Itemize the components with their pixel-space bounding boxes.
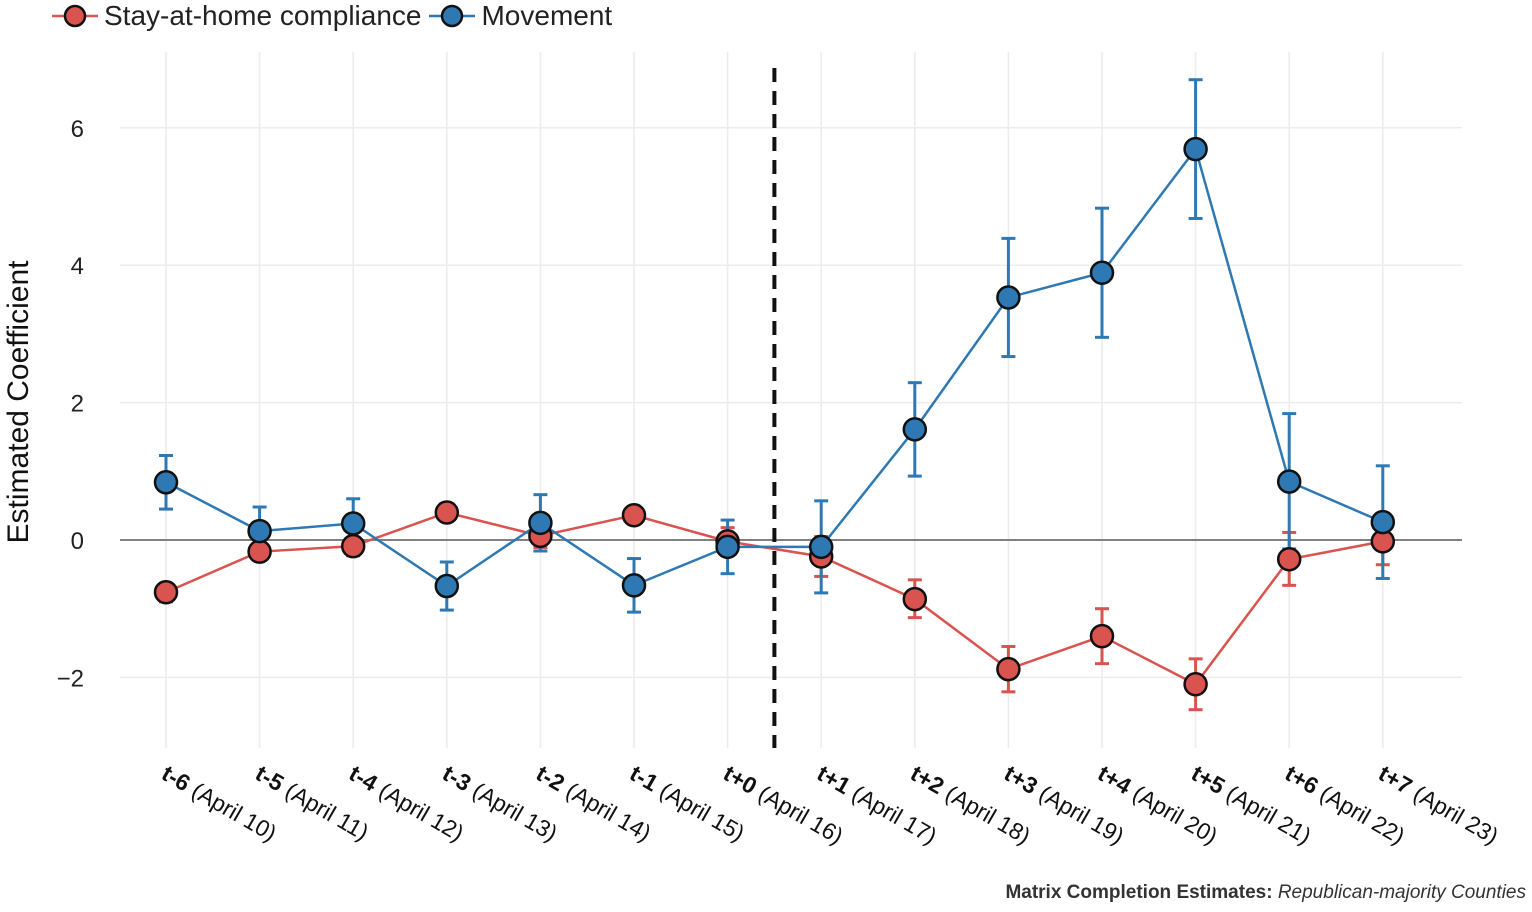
legend-item-movement: Movement	[429, 0, 612, 32]
legend-swatch-compliance	[52, 4, 98, 28]
legend-label-movement: Movement	[481, 0, 613, 31]
y-tick-label: 4	[71, 253, 84, 280]
data-point-movement	[1183, 136, 1208, 162]
data-point-movement	[340, 511, 366, 536]
y-axis-label: Estimated Coefficient	[2, 260, 35, 544]
data-point-compliance	[1183, 672, 1208, 697]
legend-label-compliance: Stay-at-home compliance	[104, 0, 422, 31]
y-tick-label: −2	[57, 665, 84, 692]
data-point-movement	[153, 470, 179, 495]
caption-bold: Matrix Completion Estimates:	[1005, 882, 1273, 903]
data-point-compliance	[434, 500, 460, 525]
data-point-movement	[1276, 469, 1302, 494]
legend: Stay-at-home compliance Movement	[52, 0, 620, 32]
caption: Matrix Completion Estimates: Republican-…	[1005, 882, 1526, 904]
y-tick-label: 0	[71, 528, 84, 555]
data-point-compliance	[1089, 623, 1115, 649]
data-point-compliance	[1276, 546, 1302, 572]
data-point-compliance	[153, 579, 179, 605]
data-point-movement	[902, 417, 928, 442]
caption-italic: Republican-majority Counties	[1277, 882, 1526, 903]
data-point-compliance	[247, 539, 272, 564]
data-point-movement	[715, 534, 740, 560]
data-point-compliance	[996, 656, 1021, 682]
data-point-movement	[434, 573, 460, 599]
data-point-movement	[1089, 260, 1115, 286]
gridlines	[120, 52, 1462, 748]
y-tick-label: 2	[71, 391, 84, 418]
data-point-movement	[621, 573, 647, 598]
series-line-movement	[165, 146, 1384, 588]
series-line-compliance	[165, 511, 1384, 686]
x-tick-date: (April 23)	[1404, 777, 1503, 849]
data-point-movement	[808, 534, 834, 560]
legend-swatch-movement	[429, 4, 476, 28]
data-point-compliance	[340, 533, 366, 559]
data-point-compliance	[902, 586, 928, 612]
y-tick-label: 6	[71, 116, 84, 143]
data-point-movement	[528, 510, 553, 536]
data-point-movement	[996, 285, 1021, 310]
data-point-movement	[1370, 509, 1396, 535]
data-point-compliance	[621, 503, 647, 528]
data-point-movement	[247, 518, 272, 544]
legend-item-compliance: Stay-at-home compliance	[52, 0, 421, 32]
